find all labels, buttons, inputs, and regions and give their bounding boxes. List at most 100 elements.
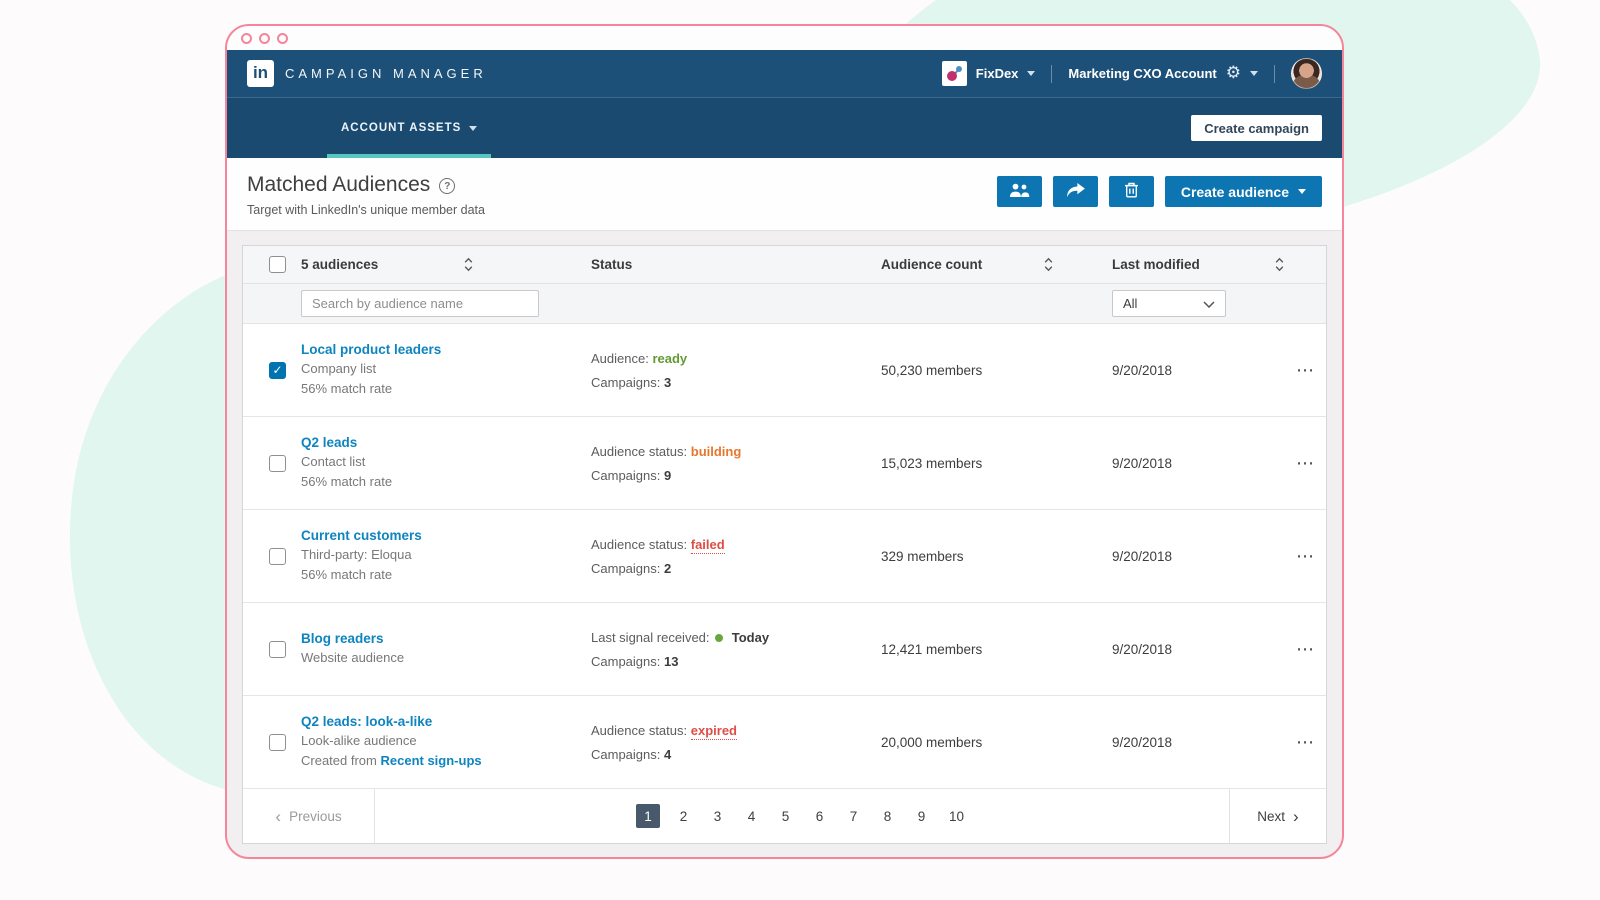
chevron-down-icon: [469, 125, 478, 131]
audience-sub-text: Contact list: [301, 454, 366, 469]
status-dot-icon: [715, 633, 724, 642]
audience-source-link[interactable]: Recent sign-ups: [380, 753, 482, 768]
audience-name-link[interactable]: Q2 leads: [301, 435, 358, 450]
secondary-navbar: ACCOUNT ASSETS Create campaign: [227, 97, 1342, 158]
row-menu-button[interactable]: ⋯: [1296, 545, 1315, 567]
next-label: Next: [1257, 808, 1286, 824]
divider: [1051, 64, 1053, 83]
audience-name-link[interactable]: Current customers: [301, 528, 422, 543]
campaigns-label: Campaigns:: [591, 653, 661, 669]
gear-icon[interactable]: ⚙: [1225, 63, 1241, 83]
share-arrow-icon: [1066, 182, 1085, 201]
audience-sub-text: Look-alike audience: [301, 733, 417, 748]
audience-sub-text: 56% match rate: [301, 567, 393, 582]
chevron-down-icon: [1203, 296, 1215, 311]
status-label: Audience status:: [591, 443, 688, 459]
row-checkbox[interactable]: [269, 640, 286, 658]
delete-audience-button[interactable]: [1108, 176, 1154, 207]
row-checkbox[interactable]: [269, 547, 286, 565]
app-title: CAMPAIGN MANAGER: [285, 66, 487, 81]
partner-logo-icon: [941, 61, 967, 86]
row-checkbox[interactable]: [269, 361, 286, 379]
last-modified: 9/20/2018: [1112, 548, 1173, 564]
previous-page-button[interactable]: ‹ Previous: [243, 789, 375, 843]
status-label: Last signal received:: [591, 629, 710, 645]
campaigns-value: 3: [664, 374, 672, 390]
help-icon[interactable]: ?: [439, 178, 456, 194]
audience-sub-text: Website audience: [301, 650, 405, 665]
page-button[interactable]: 8: [883, 808, 892, 824]
audience-name-link[interactable]: Q2 leads: look-a-like: [301, 714, 433, 729]
create-audience-label: Create audience: [1180, 183, 1289, 200]
column-header-audiences: 5 audiences: [301, 257, 379, 272]
user-avatar[interactable]: [1291, 58, 1322, 89]
page-button[interactable]: 9: [917, 808, 926, 824]
page-button[interactable]: 10: [948, 808, 965, 824]
campaigns-label: Campaigns:: [591, 746, 661, 762]
row-menu-button[interactable]: ⋯: [1296, 731, 1315, 753]
status-value: ready: [652, 350, 688, 366]
status-label: Audience status:: [591, 722, 688, 738]
window-control-dot: [241, 32, 252, 44]
browser-titlebar: [227, 26, 1342, 50]
page-button[interactable]: 3: [713, 808, 722, 824]
next-page-button[interactable]: Next ›: [1229, 789, 1326, 843]
page-button[interactable]: 5: [781, 808, 790, 824]
forward-audience-button[interactable]: [1052, 176, 1098, 207]
last-modified-filter-select[interactable]: All: [1112, 290, 1226, 317]
campaigns-label: Campaigns:: [591, 374, 661, 390]
chevron-down-icon[interactable]: [1250, 71, 1258, 76]
create-campaign-button[interactable]: Create campaign: [1191, 115, 1322, 141]
row-checkbox[interactable]: [269, 733, 286, 751]
row-menu-button[interactable]: ⋯: [1296, 359, 1315, 381]
campaigns-label: Campaigns:: [591, 560, 661, 576]
table-row: Q2 leads: look-a-like Look-alike audienc…: [243, 696, 1326, 789]
row-menu-button[interactable]: ⋯: [1296, 638, 1315, 660]
row-checkbox[interactable]: [269, 454, 286, 472]
row-menu-button[interactable]: ⋯: [1296, 452, 1315, 474]
column-header-status: Status: [591, 257, 633, 272]
account-name[interactable]: Marketing CXO Account: [1068, 66, 1217, 81]
status-value: building: [690, 443, 742, 459]
sort-icon[interactable]: [464, 257, 473, 272]
audience-count: 329 members: [881, 548, 964, 564]
create-audience-button[interactable]: Create audience: [1164, 176, 1322, 207]
audience-sub-text: Created from Recent sign-ups: [301, 753, 482, 768]
sort-icon[interactable]: [1275, 257, 1284, 272]
audience-name-link[interactable]: Local product leaders: [301, 342, 442, 357]
status-value: Today: [731, 629, 770, 645]
selected-filter-value: All: [1123, 296, 1138, 311]
window-control-dot: [259, 32, 270, 44]
tab-account-assets[interactable]: ACCOUNT ASSETS: [327, 98, 492, 158]
page-button[interactable]: 1: [635, 804, 660, 828]
share-audience-people-button[interactable]: [996, 176, 1042, 207]
tab-label: ACCOUNT ASSETS: [341, 122, 462, 134]
page-button[interactable]: 6: [815, 808, 824, 824]
table-filter-row: All: [243, 284, 1326, 324]
linkedin-logo-icon: in: [247, 60, 274, 87]
page-button[interactable]: 7: [849, 808, 858, 824]
table-header-row: 5 audiences Status Audience count: [243, 246, 1326, 284]
partner-name[interactable]: FixDex: [975, 66, 1019, 81]
page-button[interactable]: 4: [747, 808, 756, 824]
audience-name-link[interactable]: Blog readers: [301, 631, 384, 646]
page-title: Matched Audiences: [247, 173, 431, 196]
last-modified: 9/20/2018: [1112, 641, 1173, 657]
status-label: Audience status:: [591, 536, 688, 552]
previous-label: Previous: [289, 808, 342, 824]
page-content: 5 audiences Status Audience count: [227, 231, 1342, 857]
table-row: Q2 leads Contact list 56% match rate Audi…: [243, 417, 1326, 510]
audience-count: 20,000 members: [881, 734, 983, 750]
audience-sub-text: 56% match rate: [301, 381, 393, 396]
audience-sub-text: Third-party: Eloqua: [301, 547, 412, 562]
status-label: Audience:: [591, 350, 649, 366]
select-all-checkbox[interactable]: [269, 256, 286, 273]
chevron-down-icon[interactable]: [1027, 71, 1036, 76]
status-value: expired: [690, 722, 737, 740]
table-row: Blog readers Website audience Last signa…: [243, 603, 1326, 696]
sort-icon[interactable]: [1044, 257, 1053, 272]
page-button[interactable]: 2: [679, 808, 688, 824]
last-modified: 9/20/2018: [1112, 455, 1173, 471]
last-modified: 9/20/2018: [1112, 734, 1173, 750]
search-input[interactable]: [301, 290, 539, 317]
